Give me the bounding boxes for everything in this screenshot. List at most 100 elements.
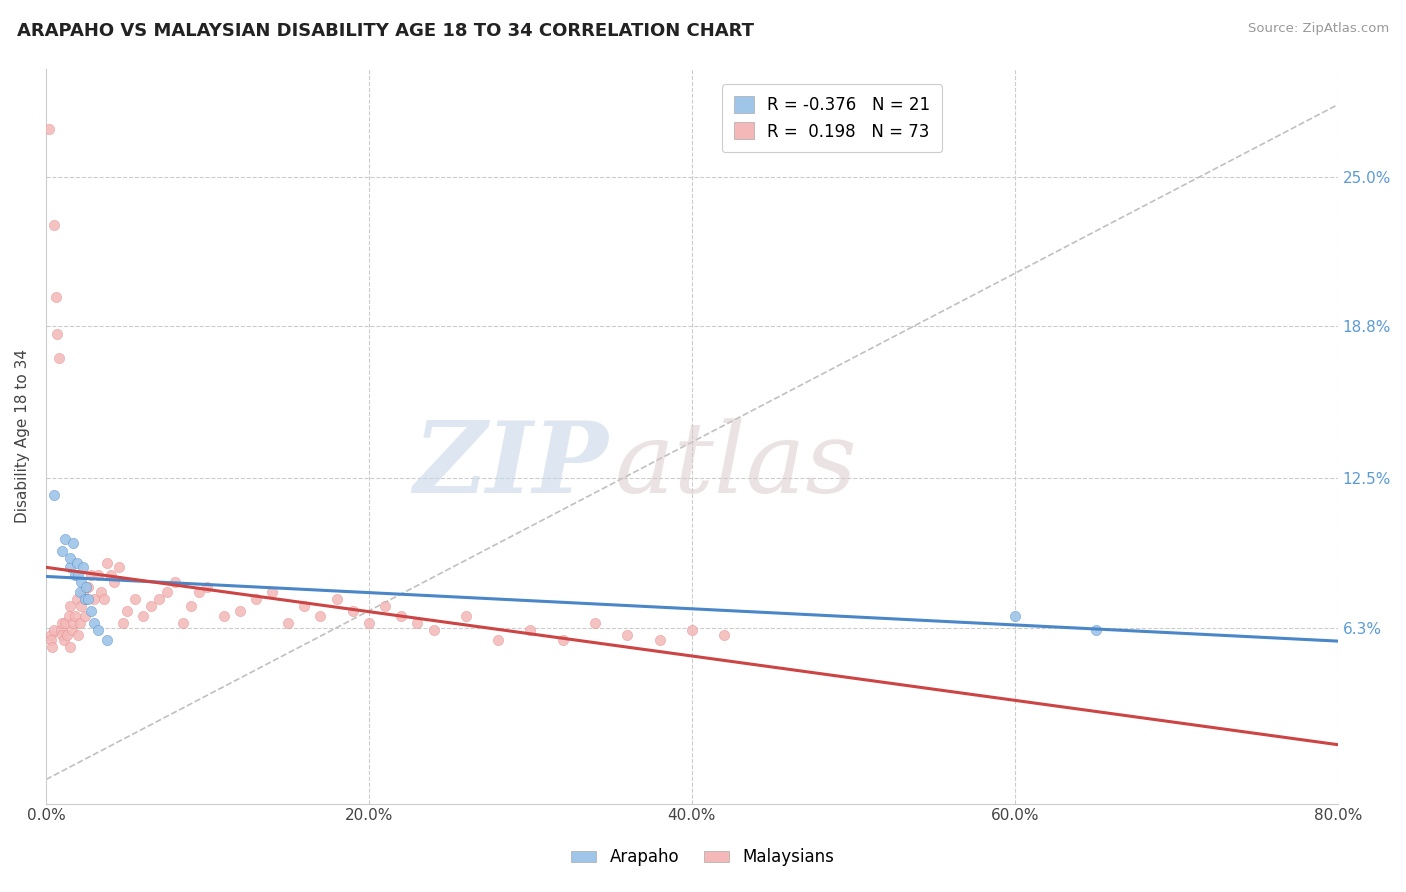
Point — [41, 640, 63, 654]
Point — [72, 584, 94, 599]
Point — [374, 599, 396, 613]
Point — [96, 632, 118, 647]
Point — [112, 615, 135, 630]
Text: ARAPAHO VS MALAYSIAN DISABILITY AGE 18 TO 34 CORRELATION CHART: ARAPAHO VS MALAYSIAN DISABILITY AGE 18 T… — [17, 22, 754, 40]
Point — [72, 560, 94, 574]
Point — [325, 591, 347, 606]
Point — [212, 608, 235, 623]
Point — [115, 604, 138, 618]
Point — [51, 615, 73, 630]
Point — [39, 628, 62, 642]
Point — [180, 599, 202, 613]
Point — [59, 550, 82, 565]
Point — [69, 615, 91, 630]
Point — [63, 608, 86, 623]
Point — [59, 640, 82, 654]
Point — [1004, 608, 1026, 623]
Text: Source: ZipAtlas.com: Source: ZipAtlas.com — [1249, 22, 1389, 36]
Point — [681, 623, 703, 637]
Point — [67, 567, 90, 582]
Point — [551, 632, 574, 647]
Text: ZIP: ZIP — [413, 417, 607, 514]
Point — [49, 623, 72, 637]
Point — [309, 608, 332, 623]
Point — [53, 615, 76, 630]
Point — [83, 615, 105, 630]
Point — [519, 623, 541, 637]
Point — [406, 615, 429, 630]
Point — [66, 591, 89, 606]
Point — [56, 628, 79, 642]
Point — [260, 584, 283, 599]
Point — [713, 628, 735, 642]
Point — [80, 567, 103, 582]
Point — [77, 580, 100, 594]
Legend: R = -0.376   N = 21, R =  0.198   N = 73: R = -0.376 N = 21, R = 0.198 N = 73 — [723, 84, 942, 153]
Point — [46, 326, 69, 341]
Point — [67, 628, 90, 642]
Point — [245, 591, 267, 606]
Y-axis label: Disability Age 18 to 34: Disability Age 18 to 34 — [15, 349, 30, 523]
Point — [172, 615, 194, 630]
Point — [148, 591, 170, 606]
Point — [1084, 623, 1107, 637]
Point — [38, 121, 60, 136]
Point — [75, 580, 97, 594]
Point — [197, 580, 219, 594]
Point — [42, 488, 65, 502]
Point — [63, 567, 86, 582]
Point — [124, 591, 146, 606]
Point — [51, 543, 73, 558]
Point — [60, 623, 83, 637]
Point — [52, 632, 75, 647]
Point — [93, 591, 115, 606]
Point — [389, 608, 412, 623]
Point — [39, 632, 62, 647]
Point — [59, 599, 82, 613]
Point — [86, 567, 108, 582]
Point — [62, 615, 84, 630]
Point — [42, 218, 65, 232]
Point — [75, 591, 97, 606]
Point — [132, 608, 155, 623]
Text: atlas: atlas — [614, 417, 858, 513]
Point — [73, 608, 96, 623]
Point — [45, 291, 67, 305]
Point — [96, 556, 118, 570]
Point — [70, 574, 93, 589]
Point — [77, 591, 100, 606]
Point — [583, 615, 606, 630]
Point — [139, 599, 162, 613]
Point — [51, 628, 73, 642]
Point — [90, 584, 112, 599]
Point — [100, 567, 122, 582]
Point — [422, 623, 444, 637]
Point — [277, 615, 299, 630]
Point — [69, 584, 91, 599]
Point — [486, 632, 509, 647]
Point — [86, 623, 108, 637]
Point — [73, 591, 96, 606]
Point — [62, 536, 84, 550]
Point — [83, 591, 105, 606]
Point — [53, 532, 76, 546]
Point — [229, 604, 252, 618]
Point — [357, 615, 380, 630]
Point — [107, 560, 129, 574]
Point — [59, 560, 82, 574]
Point — [70, 599, 93, 613]
Point — [616, 628, 638, 642]
Point — [58, 608, 80, 623]
Point — [454, 608, 477, 623]
Legend: Arapaho, Malaysians: Arapaho, Malaysians — [565, 842, 841, 873]
Point — [156, 584, 179, 599]
Point — [165, 574, 187, 589]
Point — [66, 556, 89, 570]
Point — [48, 351, 70, 365]
Point — [103, 574, 125, 589]
Point — [648, 632, 671, 647]
Point — [342, 604, 364, 618]
Point — [188, 584, 211, 599]
Point — [42, 623, 65, 637]
Point — [80, 604, 103, 618]
